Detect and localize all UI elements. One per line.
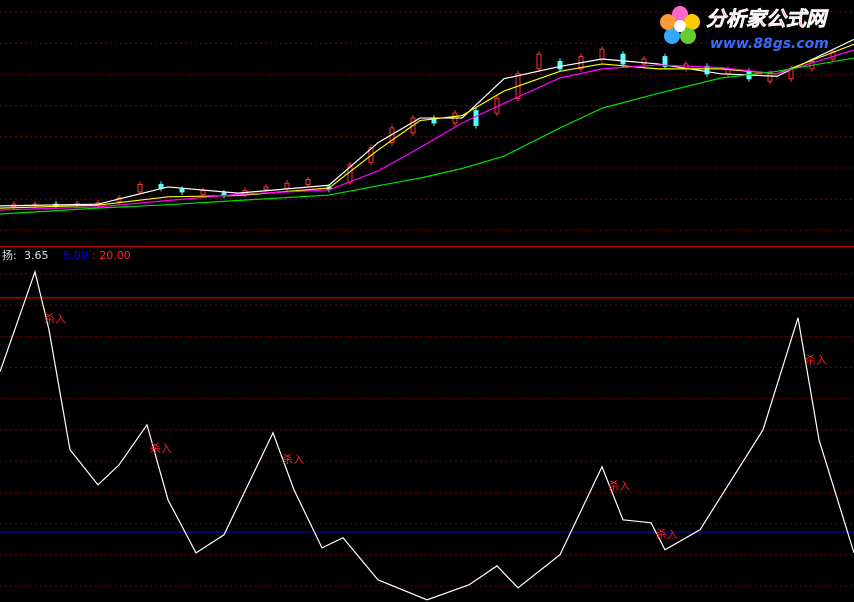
annotation: 杀入 <box>805 352 827 366</box>
indicator-name: 扬: <box>2 248 17 262</box>
series-line <box>0 57 854 215</box>
annotation: 杀入 <box>44 312 66 326</box>
indicator-value: 3.65 <box>24 249 49 262</box>
candle-body <box>767 73 773 82</box>
candle-body <box>263 186 269 190</box>
candle-body <box>557 61 563 70</box>
candle-body <box>158 184 164 189</box>
series-line <box>0 49 854 211</box>
annotation: 杀入 <box>656 527 678 541</box>
reference-label: : 20.00 <box>92 249 131 262</box>
candle-body <box>620 53 626 65</box>
candle-body <box>662 56 668 67</box>
candle-body <box>599 48 605 60</box>
candle-body <box>200 190 206 195</box>
series-line <box>0 43 854 209</box>
candle-body <box>284 182 290 189</box>
candle-body <box>137 184 143 193</box>
annotation: 杀入 <box>282 452 304 466</box>
series-line <box>0 269 854 601</box>
logo-url: www.88gs.com <box>710 36 829 52</box>
candle-body <box>179 188 185 193</box>
reference-label: : 5.00 <box>56 249 88 262</box>
indicator-legend: 扬: 3.65 : 5.00 : 20.00 <box>2 248 131 262</box>
series-line <box>0 38 854 207</box>
annotation: 杀入 <box>150 441 172 455</box>
candle-body <box>305 179 311 186</box>
candle-body <box>536 53 542 70</box>
logo-title: 分析家公式网 <box>706 7 829 31</box>
candle-body <box>704 65 710 75</box>
logo-flower <box>660 6 700 44</box>
candle-body <box>641 58 647 65</box>
annotation: 杀入 <box>608 479 630 493</box>
logo: 分析家公式网 www.88gs.com <box>660 6 829 52</box>
candle-body <box>473 110 479 126</box>
